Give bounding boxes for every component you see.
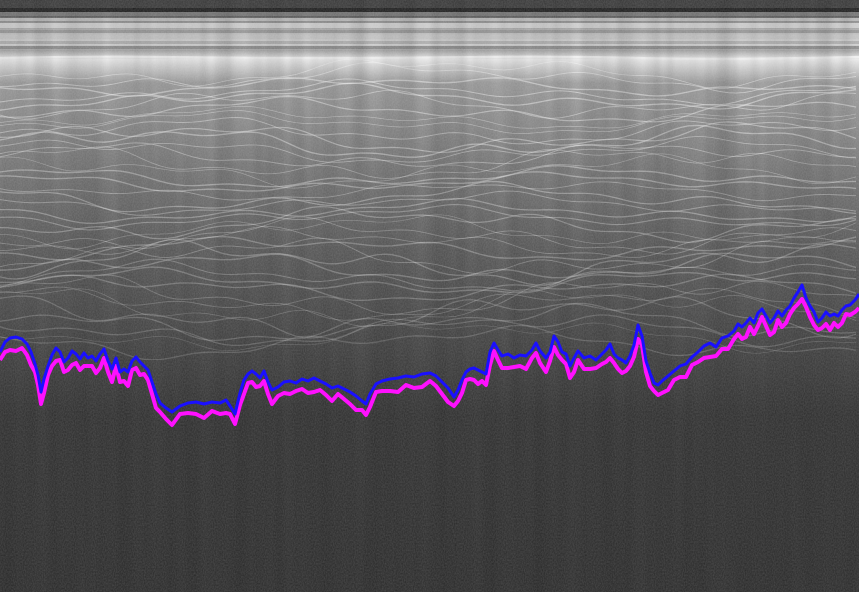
bed-pick-lower-line xyxy=(0,297,859,427)
bed-pick-upper-line xyxy=(0,283,859,416)
